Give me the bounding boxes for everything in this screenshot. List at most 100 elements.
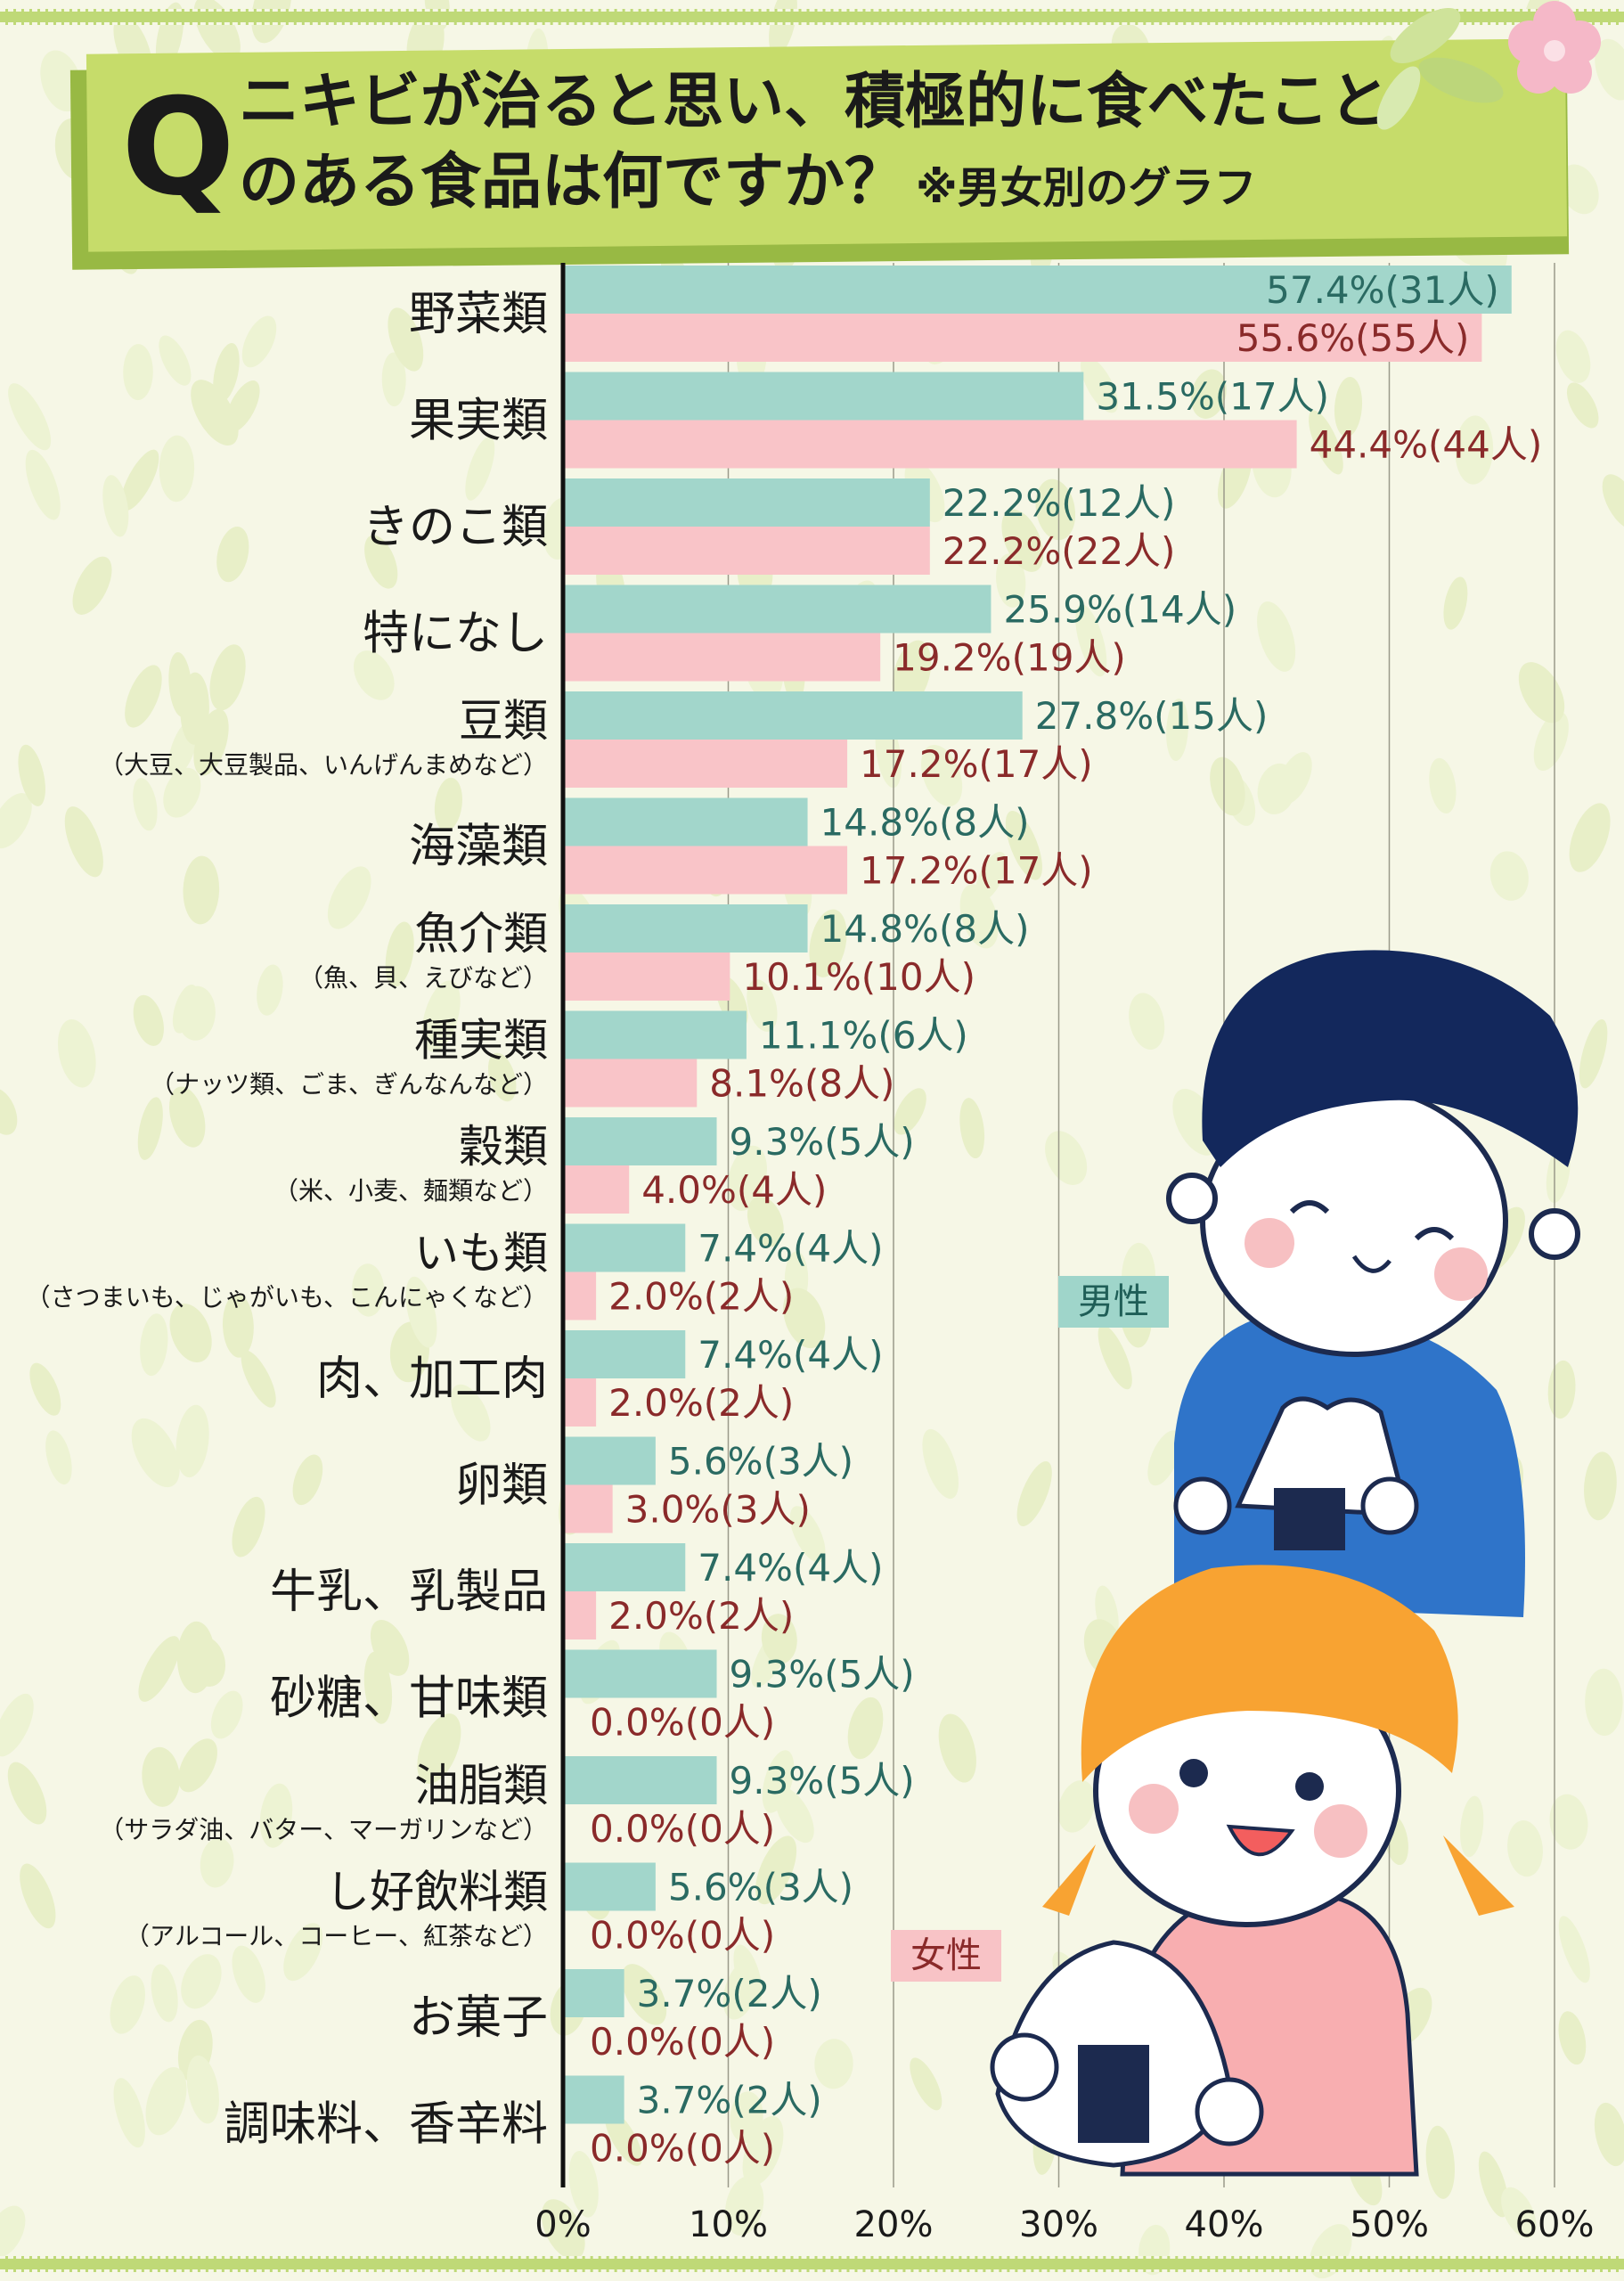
axis: 0% 10% 20% 30% 40% 50% 60%	[535, 263, 1594, 2245]
leaf-shape	[352, 1263, 385, 1317]
leaf-shape	[604, 2110, 642, 2166]
leaf-shape	[64, 806, 103, 878]
leaf-shape	[29, 1362, 61, 1416]
leaf-shape	[370, 1619, 410, 1676]
title-line-1: ニキビが治ると思い、積極的に食べたこと	[239, 67, 1391, 137]
leaf-shape	[57, 1019, 96, 1088]
leaf-shape	[725, 2176, 764, 2236]
leaf-shape	[18, 744, 45, 806]
leaf-shape	[1594, 2102, 1624, 2167]
leaf-shape	[1334, 376, 1363, 437]
leaf-shape	[733, 1944, 763, 2005]
leaf-shape	[783, 1288, 826, 1349]
leaf-shape	[0, 793, 32, 849]
leaf-shape	[232, 1496, 265, 1557]
leaf-shape	[1098, 1324, 1132, 1390]
leaf-shape	[1518, 662, 1565, 724]
leaf-shape	[1584, 1451, 1617, 1521]
title-line-2-text: のある食品は何ですか？	[239, 147, 906, 217]
leaf-shape	[747, 979, 778, 1032]
value-label-male: 7.4%(4人)	[698, 1227, 883, 1271]
leaf-shape	[1257, 601, 1296, 672]
value-label-female: 3.0%(3人)	[625, 1488, 811, 1532]
leaf-shape	[541, 2199, 585, 2261]
leaf-shape	[465, 437, 495, 501]
value-label-female: 10.1%(10人)	[742, 955, 975, 999]
value-label-female: 0.0%(0人)	[590, 1807, 775, 1851]
leaf-shape	[140, 1313, 168, 1377]
leaf-shape	[113, 2078, 145, 2148]
boy-illustration	[1166, 950, 1580, 1617]
category-sublabel: （アルコール、コーヒー、紅茶など）	[125, 1922, 548, 1951]
leaf-shape	[257, 964, 283, 1016]
value-label-female: 22.2%(22人)	[943, 529, 1176, 573]
title-line-2: のある食品は何ですか？ ※男女別のグラフ	[239, 143, 1486, 228]
leaf-shape	[259, 1783, 293, 1848]
leaf-shape	[996, 553, 1026, 608]
leaf-shape	[421, 980, 461, 1052]
value-label-female: 0.0%(0人)	[590, 2020, 775, 2064]
leaf-shape	[125, 665, 162, 728]
value-label-female: 4.0%(4人)	[641, 1168, 827, 1212]
leaf-shape	[168, 651, 192, 717]
value-label-female: 0.0%(0人)	[590, 1701, 775, 1745]
category-sublabel: （さつまいも、じゃがいも、こんにゃくなど）	[26, 1283, 548, 1312]
leaf-shape	[110, 1975, 145, 2034]
bar-male	[563, 585, 992, 634]
value-label-male: 9.3%(5人)	[730, 1120, 915, 1164]
leaf-shape	[621, 1964, 667, 2025]
leaf-shape	[434, 777, 462, 831]
category-label: 砂糖、甘味類	[270, 1672, 548, 1726]
bar-male	[563, 904, 808, 952]
leaf-shape	[1057, 1779, 1096, 1833]
leaf-shape	[169, 1086, 206, 1148]
category-label: きのこ類	[363, 501, 548, 554]
category-label: 豆類	[459, 695, 548, 747]
bar-female	[563, 1165, 630, 1214]
leaf-shape	[213, 343, 240, 403]
leaf-shape	[72, 556, 112, 615]
leaf-shape	[405, 1276, 437, 1348]
leaf-shape	[910, 2057, 943, 2111]
leaf-shape	[1045, 1131, 1088, 1185]
leaf-shape	[1191, 369, 1227, 419]
leaf-shape	[186, 2055, 219, 2124]
leaf-shape	[210, 1690, 243, 1739]
value-label-female: 2.0%(2人)	[608, 1275, 794, 1319]
category-sublabel: （ナッツ類、ごま、ぎんなんなど）	[150, 1070, 548, 1100]
leaf-shape	[1081, 356, 1118, 413]
leaf-shape	[809, 909, 847, 977]
value-label-female: 17.2%(17人)	[860, 742, 1093, 786]
leaf-shape	[232, 1945, 265, 2003]
leaf-shape	[775, 1787, 814, 1844]
bar-female	[563, 952, 730, 1001]
leaf-shape	[388, 307, 424, 372]
leaf-shape	[1558, 2011, 1587, 2065]
category-label: 穀類	[459, 1121, 548, 1173]
leaf-shape	[292, 1454, 323, 1506]
leaf-shape	[25, 449, 61, 520]
leaf-shape	[1005, 810, 1042, 880]
leaf-shape	[451, 1384, 491, 1442]
leaf-shape	[1507, 1819, 1543, 1877]
bar-male	[563, 266, 1512, 314]
bar-female	[563, 1059, 698, 1108]
value-label-male: 7.4%(4人)	[698, 1333, 883, 1377]
leaf-shape	[1429, 757, 1457, 814]
bar-male	[563, 1756, 717, 1804]
leaf-shape	[209, 644, 246, 711]
category-label: 牛乳、乳製品	[270, 1566, 548, 1619]
leaf-shape	[892, 640, 932, 707]
value-label-male: 31.5%(17人)	[1096, 375, 1329, 419]
leaf-shape	[363, 1651, 393, 1724]
category-label: 肉、加工肉	[316, 1353, 548, 1406]
leaf-shape	[200, 1837, 234, 1888]
legend-female: 女性	[891, 1930, 1001, 1982]
leaf-shape	[327, 866, 371, 929]
value-label-male: 3.7%(2人)	[637, 2079, 822, 2122]
bars	[563, 266, 1512, 2124]
leaf-shape	[568, 2150, 599, 2218]
value-label-male: 3.7%(2人)	[637, 1972, 822, 2015]
category-label: お菓子	[409, 1991, 548, 2045]
category-label: し好飲料類	[325, 1867, 548, 1918]
